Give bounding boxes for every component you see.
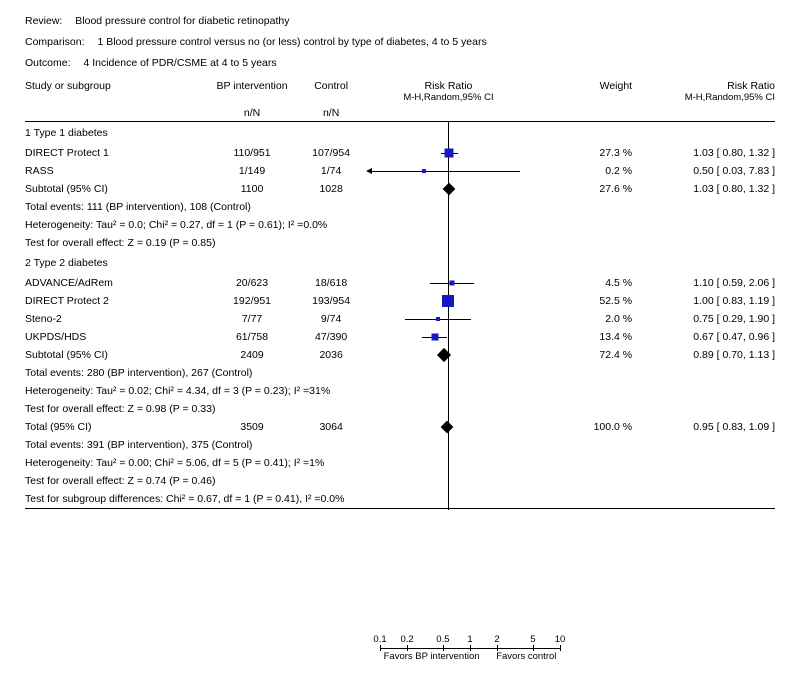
note-row: Test for overall effect: Z = 0.74 (P = 0… [25, 472, 775, 490]
note-row: Heterogeneity: Tau² = 0.00; Chi² = 5.06,… [25, 454, 775, 472]
study-row: DIRECT Protect 1110/951107/95427.3 %1.03… [25, 144, 775, 162]
th-rr2: Risk Ratio M-H,Random,95% CI [632, 78, 775, 105]
study-row: RASS1/1491/740.2 %0.50 [ 0.03, 7.83 ] [25, 162, 775, 180]
study-name: DIRECT Protect 1 [25, 144, 209, 162]
total-row: Total (95% CI)35093064100.0 %0.95 [ 0.83… [25, 418, 775, 436]
subgroup-title: 2 Type 2 diabetes [25, 252, 209, 274]
axis-right-label: Favors control [496, 651, 556, 662]
review-label: Review: [25, 15, 62, 27]
note-row: Test for subgroup differences: Chi² = 0.… [25, 490, 775, 509]
axis-left-label: Favors BP intervention [384, 651, 480, 662]
subtotal-row: Subtotal (95% CI)2409203672.4 %0.89 [ 0.… [25, 346, 775, 364]
study-name: DIRECT Protect 2 [25, 292, 209, 310]
th-ctl: Control [295, 78, 366, 105]
study-name: ADVANCE/AdRem [25, 274, 209, 292]
study-name: UKPDS/HDS [25, 328, 209, 346]
outcome-line: Outcome: 4 Incidence of PDR/CSME at 4 to… [25, 57, 775, 69]
forest-table: Study or subgroup BP intervention Contro… [25, 78, 775, 513]
comparison-line: Comparison: 1 Blood pressure control ver… [25, 36, 775, 48]
note-row: Test for overall effect: Z = 0.98 (P = 0… [25, 400, 775, 418]
study-row: ADVANCE/AdRem20/62318/6184.5 %1.10 [ 0.5… [25, 274, 775, 292]
note-row: Total events: 391 (BP intervention), 375… [25, 436, 775, 454]
th-study: Study or subgroup [25, 78, 209, 105]
forest-plot-figure: Review: Blood pressure control for diabe… [0, 0, 800, 686]
th-ctl-nn: n/N [295, 105, 366, 122]
review-value: Blood pressure control for diabetic reti… [75, 15, 289, 27]
th-weight: Weight [530, 78, 632, 105]
subtotal-row: Subtotal (95% CI)1100102827.6 %1.03 [ 0.… [25, 180, 775, 198]
note-row: Total events: 280 (BP intervention), 267… [25, 364, 775, 382]
study-row: UKPDS/HDS61/75847/39013.4 %0.67 [ 0.47, … [25, 328, 775, 346]
comparison-label: Comparison: [25, 36, 85, 48]
th-bp-nn: n/N [209, 105, 296, 122]
note-row: Heterogeneity: Tau² = 0.02; Chi² = 4.34,… [25, 382, 775, 400]
study-name: Steno-2 [25, 310, 209, 328]
study-row: DIRECT Protect 2192/951193/95452.5 %1.00… [25, 292, 775, 310]
note-row: Heterogeneity: Tau² = 0.0; Chi² = 0.27, … [25, 216, 775, 234]
note-row: Total events: 111 (BP intervention), 108… [25, 198, 775, 216]
th-bp: BP intervention [209, 78, 296, 105]
comparison-value: 1 Blood pressure control versus no (or l… [97, 36, 486, 48]
outcome-value: 4 Incidence of PDR/CSME at 4 to 5 years [83, 57, 276, 69]
study-row: Steno-27/779/742.0 %0.75 [ 0.29, 1.90 ] [25, 310, 775, 328]
note-row: Test for overall effect: Z = 0.19 (P = 0… [25, 234, 775, 252]
study-name: RASS [25, 162, 209, 180]
axis: 0.10.20.512510 Favors BP intervention Fa… [380, 634, 560, 662]
review-line: Review: Blood pressure control for diabe… [25, 15, 775, 27]
outcome-label: Outcome: [25, 57, 71, 69]
subgroup-title: 1 Type 1 diabetes [25, 122, 209, 145]
th-rr1: Risk Ratio M-H,Random,95% CI [367, 78, 530, 105]
